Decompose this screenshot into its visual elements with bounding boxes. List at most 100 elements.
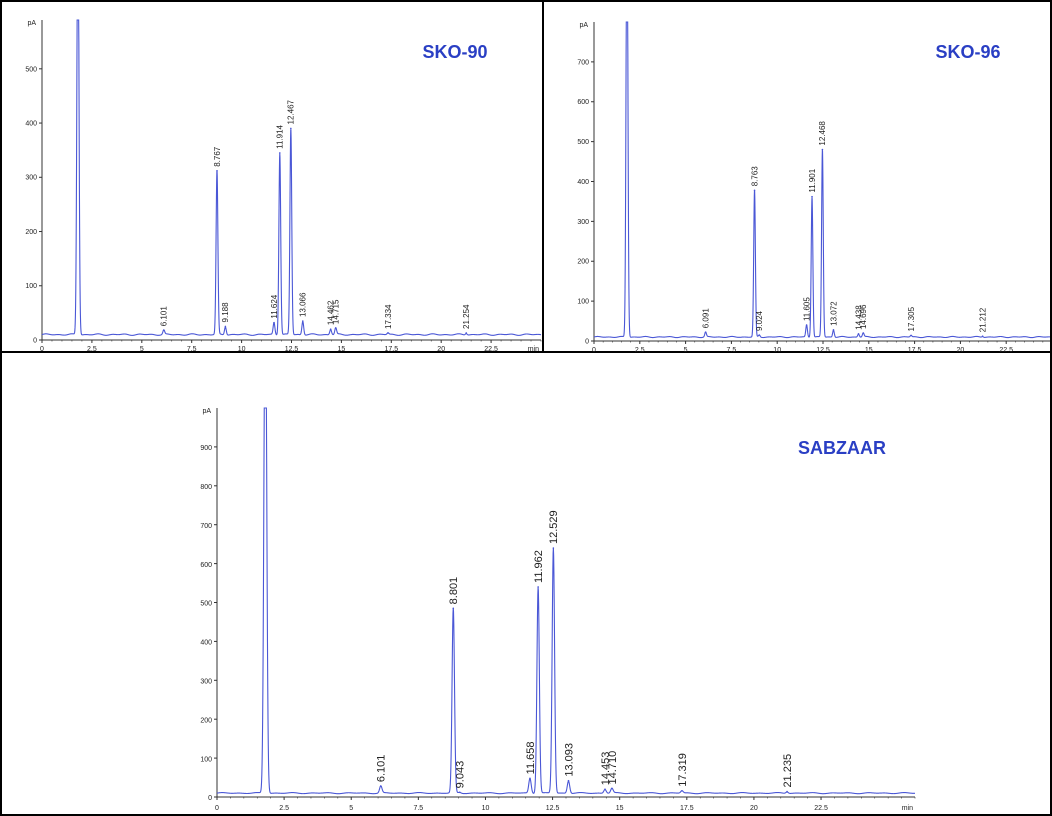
peak-label: 11.624 (270, 294, 279, 318)
peak-point (537, 586, 539, 588)
peak-point (981, 335, 984, 338)
peak-label: 9.043 (455, 761, 467, 789)
x-axis-unit: min (902, 805, 913, 812)
peak-label: 21.212 (978, 307, 987, 332)
peak-point (786, 790, 788, 793)
peak-point (301, 320, 304, 322)
panel-sko-96: 0 100 200 300 400 500 600 700 0 2.5 5 7.5 10 12.5 15 17… (577, 21, 1051, 354)
x-tick-label: 7.5 (727, 347, 737, 354)
y-tick-label: 800 (200, 484, 212, 491)
peak-label: 6.091 (701, 308, 710, 329)
x-tick-label: 2.5 (635, 347, 645, 354)
y-tick-label: 600 (577, 99, 589, 106)
peak-label: 12.529 (548, 510, 560, 544)
peak-point (758, 334, 761, 336)
y-tick-label: 500 (25, 66, 37, 73)
y-tick-label: 300 (577, 219, 589, 226)
peak-point (216, 169, 218, 172)
peak-label: 13.066 (299, 292, 308, 317)
y-tick-label: 400 (577, 179, 589, 186)
y-tick-label: 0 (33, 337, 37, 344)
x-tick-label: 12.5 (285, 346, 299, 353)
peak-point (224, 325, 227, 328)
y-tick-label: 700 (577, 59, 589, 66)
peak-point (821, 148, 824, 151)
peak-point (162, 329, 165, 332)
x-tick-label: 17.5 (384, 346, 398, 353)
x-tick-label: 0 (215, 805, 219, 812)
x-tick-label: 10 (482, 805, 490, 812)
peak-label: 11.658 (525, 741, 537, 774)
peak-point (611, 787, 613, 790)
y-tick-label: 0 (208, 795, 212, 802)
x-tick-label: 15 (338, 346, 346, 353)
y-tick-label: 100 (577, 299, 589, 306)
peak-point (704, 331, 707, 334)
peak-label: 14.453 (600, 752, 612, 786)
x-tick-label: 2.5 (279, 805, 289, 812)
x-axis-unit: min (528, 346, 539, 353)
x-tick-label: 7.5 (413, 805, 423, 812)
peak-point (910, 334, 912, 337)
peak-label: 9.024 (755, 310, 764, 331)
peak-point (753, 189, 756, 192)
y-axis-unit: pA (579, 22, 588, 29)
x-tick-label: 22.5 (484, 346, 498, 353)
y-axis-unit: pA (27, 20, 36, 27)
peak-label: 6.101 (376, 755, 388, 783)
x-tick-label: 12.5 (816, 347, 830, 354)
peak-label: 14.696 (859, 304, 868, 329)
peak-point (567, 779, 570, 782)
panel-sko-90: 0 100 200 300 400 500 0 2.5 5 7.5 10 12.5 15 17.5 20 22… (25, 19, 542, 353)
x-tick-label: 22.5 (814, 805, 828, 812)
peak-point (465, 332, 468, 334)
peak-point (529, 777, 531, 780)
peak-point (552, 547, 555, 549)
peak-point (334, 327, 337, 329)
x-tick-label: 22.5 (999, 347, 1013, 354)
peak-point (805, 324, 808, 326)
y-tick-label: 300 (200, 678, 212, 685)
x-tick-label: 20 (437, 346, 445, 353)
peak-label: 21.235 (782, 754, 794, 788)
peak-label: 13.093 (563, 743, 575, 777)
peak-label: 8.763 (750, 166, 759, 187)
y-tick-label: 400 (25, 121, 37, 128)
chromatogram-trace (41, 19, 542, 336)
peak-label: 14.715 (332, 299, 341, 324)
x-tick-label: 0 (592, 347, 596, 354)
peak-point (452, 607, 455, 610)
peak-label: 17.334 (384, 304, 393, 329)
peak-label: 12.467 (287, 99, 296, 124)
y-tick-label: 400 (200, 640, 212, 647)
panel-title: SKO-90 (422, 42, 487, 62)
y-tick-label: 0 (585, 338, 589, 345)
peak-point (811, 195, 813, 198)
x-tick-label: 2.5 (87, 346, 97, 353)
peak-label: 14.710 (607, 751, 619, 785)
y-tick-label: 500 (577, 139, 589, 146)
y-tick-label: 100 (25, 283, 37, 290)
peak-label: 17.319 (677, 753, 689, 787)
x-tick-label: 0 (40, 346, 44, 353)
y-tick-label: 500 (200, 601, 212, 608)
x-tick-label: 17.5 (680, 805, 694, 812)
panel-title: SKO-96 (935, 42, 1000, 62)
x-tick-label: 20 (957, 347, 965, 354)
peak-label: 14.438 (854, 305, 863, 330)
peak-label: 14.462 (326, 300, 335, 325)
x-tick-label: 20 (750, 805, 758, 812)
peak-point (857, 333, 860, 335)
peak-point (604, 788, 606, 791)
y-tick-label: 200 (577, 259, 589, 266)
peak-point (862, 332, 865, 334)
y-tick-label: 100 (200, 756, 212, 763)
peak-label: 8.767 (213, 146, 222, 167)
x-tick-label: 15 (865, 347, 873, 354)
peak-label: 8.801 (448, 577, 460, 605)
y-tick-label: 200 (25, 229, 37, 236)
peak-point (832, 329, 835, 331)
panel-title: SABZAAR (798, 438, 886, 458)
peak-label: 6.101 (160, 306, 169, 327)
